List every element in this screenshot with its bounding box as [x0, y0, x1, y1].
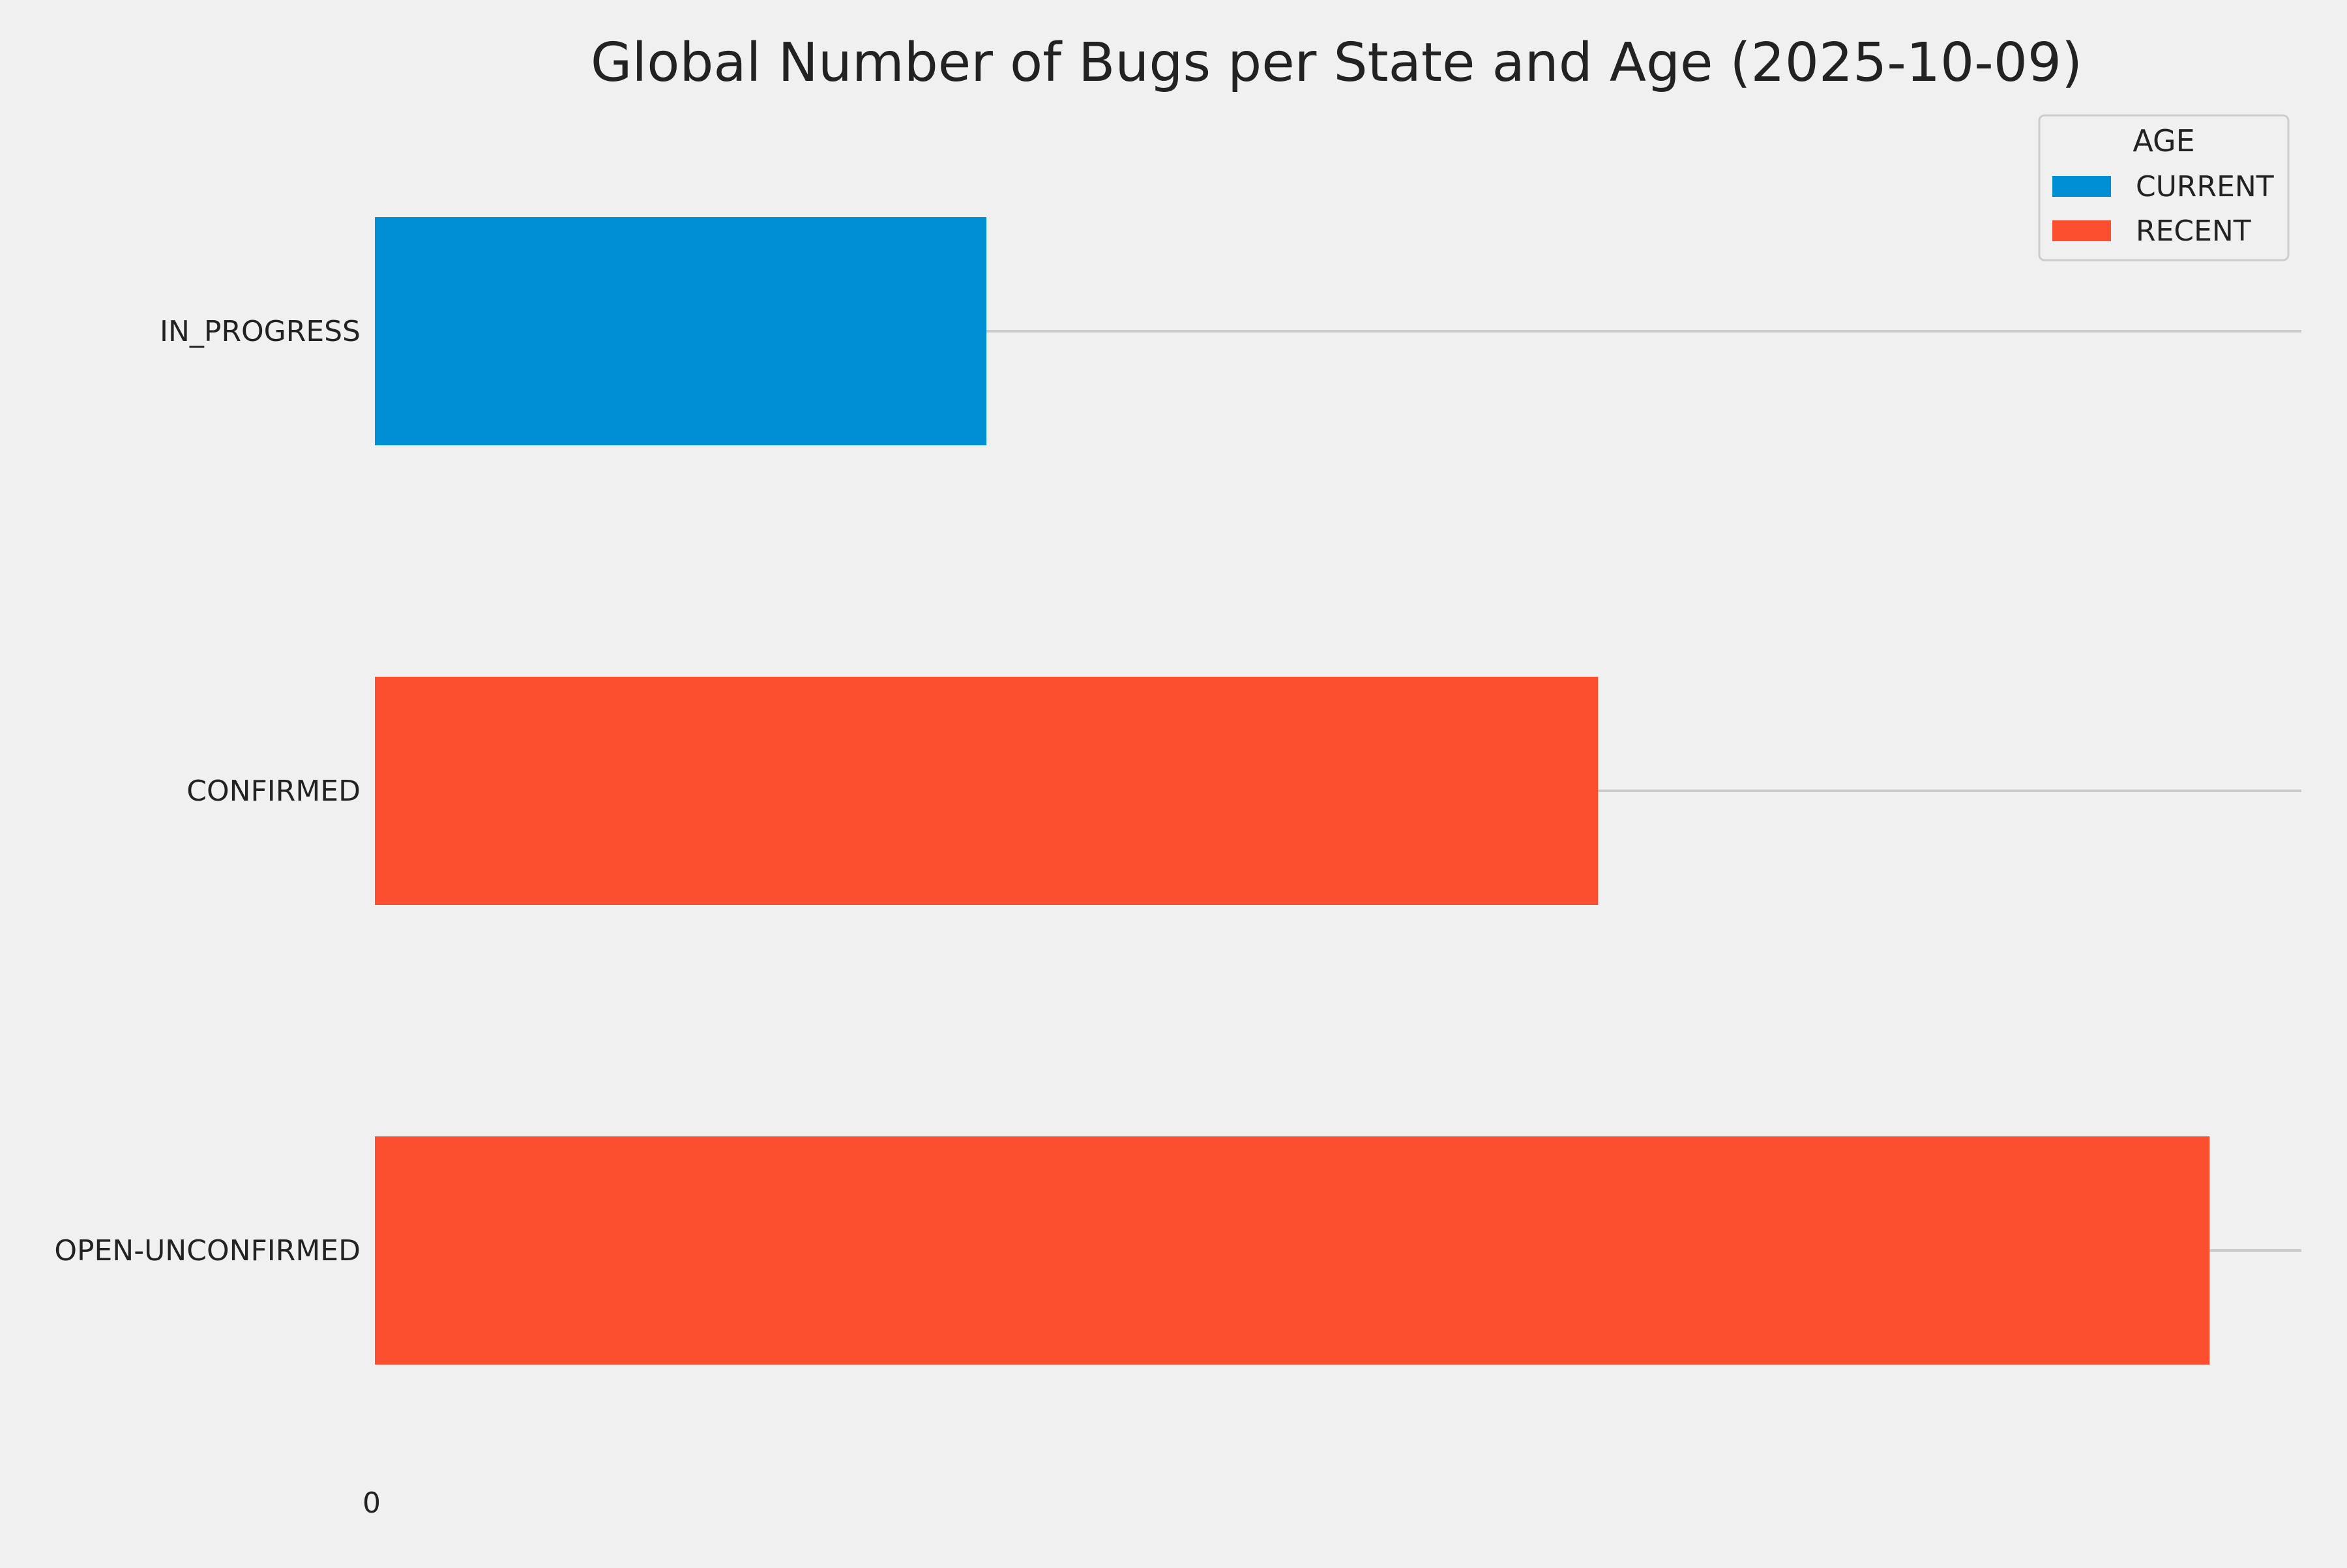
legend-swatch-recent — [2052, 220, 2111, 241]
legend-label-recent: RECENT — [2136, 214, 2251, 248]
y-tick-label: OPEN-UNCONFIRMED — [54, 1234, 361, 1267]
bars — [375, 217, 2210, 1365]
legend: AGE CURRENT RECENT — [2038, 114, 2290, 261]
x-axis-tick-labels: 0 — [362, 1487, 381, 1520]
legend-label-current: CURRENT — [2136, 170, 2274, 203]
y-axis-tick-labels: IN_PROGRESS CONFIRMED OPEN-UNCONFIRMED — [54, 315, 361, 1267]
legend-swatch-current — [2052, 176, 2111, 197]
y-tick-label: IN_PROGRESS — [160, 315, 361, 348]
bar-confirmed-recent — [375, 677, 1599, 905]
legend-title: AGE — [2133, 123, 2194, 158]
bar-in-progress-current — [375, 217, 987, 445]
y-tick-label: CONFIRMED — [186, 775, 361, 808]
x-tick-label: 0 — [362, 1487, 381, 1520]
chart-title: Global Number of Bugs per State and Age … — [591, 32, 2082, 94]
bar-open-unconfirmed-recent — [375, 1136, 2210, 1365]
